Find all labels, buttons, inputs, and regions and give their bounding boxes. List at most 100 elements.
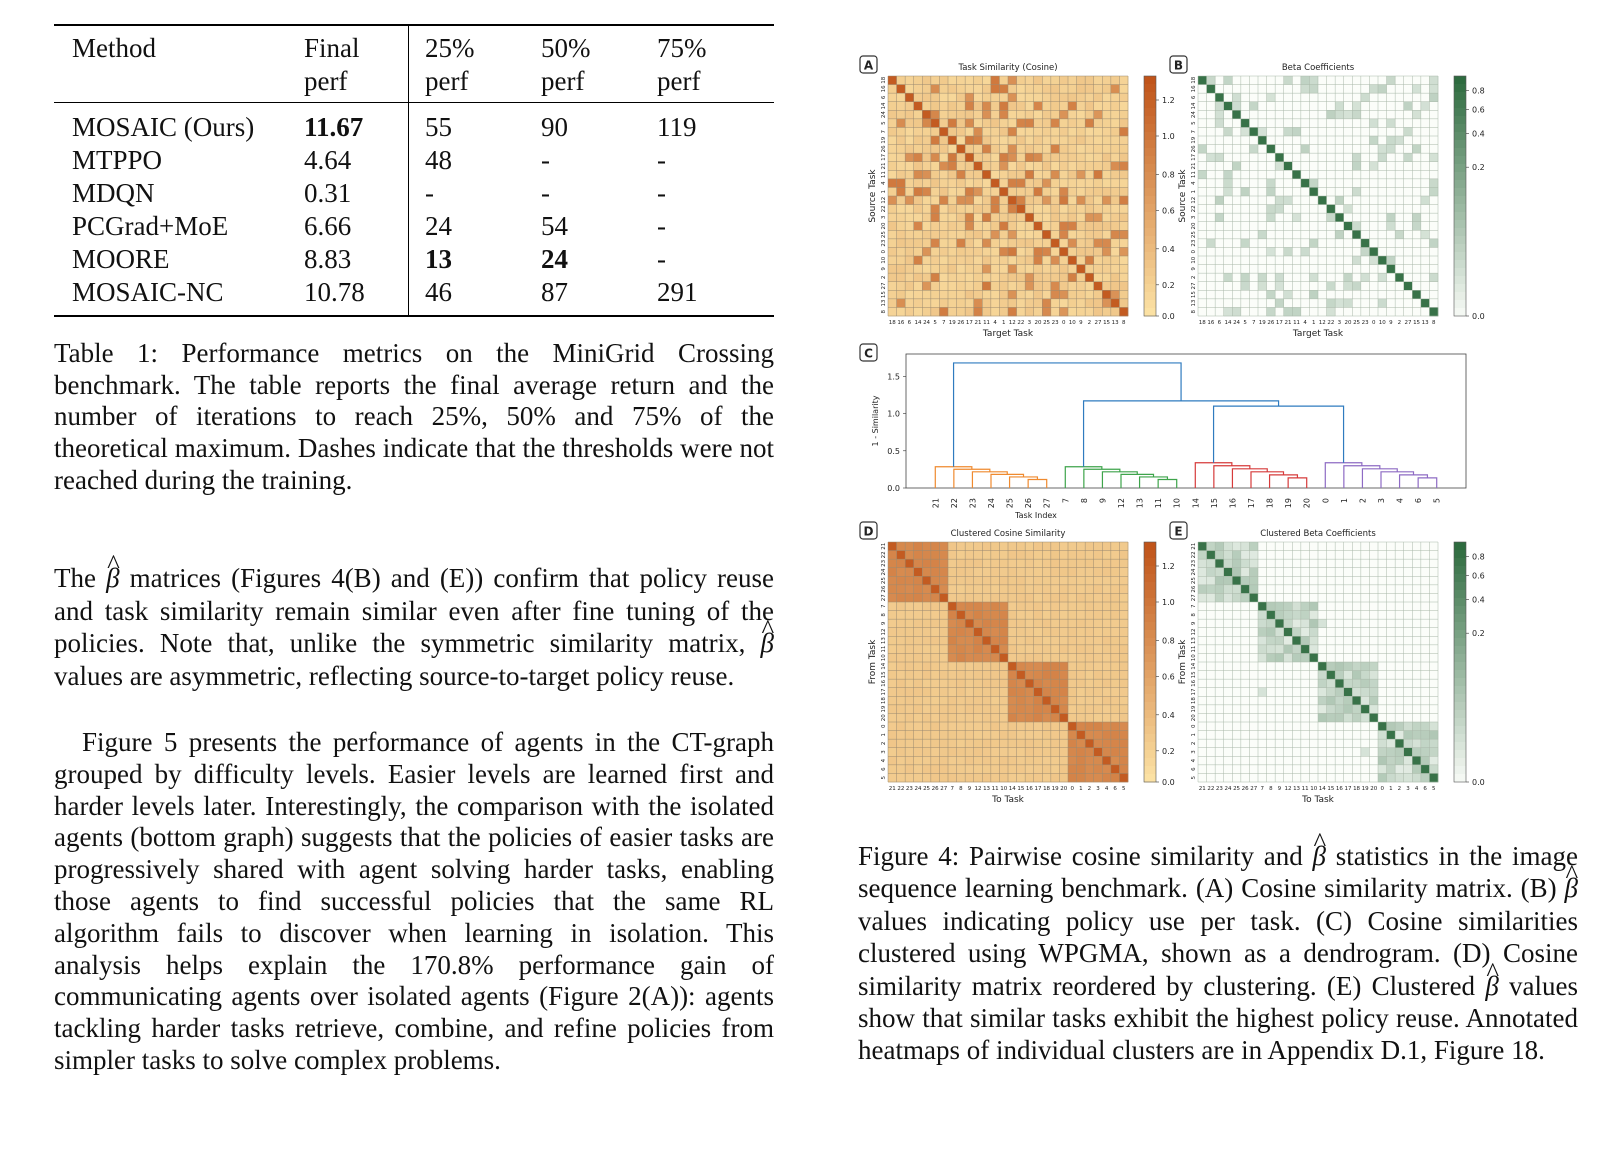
heatmap-cell bbox=[1352, 238, 1362, 248]
y-tick-label: 1.5 bbox=[887, 372, 900, 381]
y-tick-label: 2 bbox=[881, 742, 887, 746]
heatmap-cell bbox=[913, 196, 923, 205]
heatmap-cell bbox=[1309, 567, 1319, 577]
heatmap-cell bbox=[888, 550, 897, 560]
heatmap-cell bbox=[1412, 264, 1422, 274]
heatmap-cell bbox=[930, 118, 940, 128]
heatmap-cell bbox=[1412, 593, 1422, 603]
heatmap-cell bbox=[1266, 567, 1276, 577]
heatmap-cell bbox=[1429, 196, 1439, 205]
x-tick-label: 15 bbox=[1017, 786, 1024, 792]
heatmap-cell bbox=[973, 127, 983, 137]
heatmap-cell bbox=[1085, 221, 1095, 231]
y-tick-label: 24 bbox=[1191, 111, 1197, 118]
heatmap-cell bbox=[1266, 602, 1276, 611]
heatmap-cell bbox=[1085, 713, 1095, 723]
heatmap-cell bbox=[1232, 627, 1242, 637]
heatmap-cell bbox=[1275, 584, 1285, 594]
colorbar-segment bbox=[1144, 92, 1156, 101]
heatmap-cell bbox=[1025, 76, 1035, 85]
heatmap-cell bbox=[1050, 281, 1060, 291]
heatmap-cell bbox=[1403, 567, 1413, 577]
heatmap-cell bbox=[1240, 264, 1250, 274]
heatmap-cell bbox=[1093, 722, 1103, 731]
heatmap-cell bbox=[939, 764, 949, 774]
heatmap-cell bbox=[913, 84, 923, 94]
colorbar-tick-label: 0.4 bbox=[1472, 130, 1485, 139]
heatmap-cell bbox=[1283, 247, 1293, 257]
heatmap-cell bbox=[999, 238, 1009, 248]
heatmap-cell bbox=[888, 739, 897, 749]
heatmap-cell bbox=[1016, 542, 1026, 551]
heatmap-cell bbox=[1033, 679, 1043, 689]
heatmap-cell bbox=[1042, 76, 1052, 85]
heatmap-cell bbox=[965, 144, 975, 154]
heatmap-cell bbox=[913, 101, 923, 111]
heatmap-cell bbox=[1318, 84, 1327, 94]
heatmap-cell bbox=[1215, 696, 1225, 706]
heatmap-cell bbox=[1300, 550, 1310, 560]
heatmap-cell bbox=[1429, 298, 1439, 308]
heatmap-cell bbox=[913, 593, 923, 603]
heatmap-cell bbox=[1378, 101, 1387, 111]
heatmap-cell bbox=[1240, 550, 1250, 560]
heatmap-cell bbox=[1326, 204, 1336, 214]
table-cell: 4.64 bbox=[304, 144, 409, 177]
heatmap-cell bbox=[1240, 93, 1250, 103]
paragraph-figure5: Figure 5 presents the performance of age… bbox=[54, 727, 774, 1075]
x-tick-label: 0 bbox=[1071, 786, 1075, 792]
heatmap-cell bbox=[922, 93, 932, 103]
heatmap-cell bbox=[1395, 161, 1405, 171]
colorbar-segment bbox=[1144, 638, 1156, 647]
heatmap-cell bbox=[1033, 619, 1043, 629]
heatmap-cell bbox=[1360, 281, 1370, 291]
heatmap-cell bbox=[965, 576, 975, 586]
heatmap-cell bbox=[1318, 584, 1327, 594]
x-tick-label: 10 bbox=[1379, 320, 1386, 326]
y-tick-label: 14 bbox=[1191, 102, 1197, 109]
heatmap-cell bbox=[1378, 619, 1387, 629]
heatmap-cell bbox=[982, 264, 992, 274]
heatmap-cell bbox=[888, 627, 897, 637]
heatmap-cell bbox=[1352, 118, 1362, 128]
heatmap-cell bbox=[888, 298, 897, 308]
heatmap-cell bbox=[1093, 101, 1103, 111]
heatmap-cell bbox=[1008, 756, 1017, 766]
heatmap-cell bbox=[888, 187, 897, 197]
heatmap-cell bbox=[1240, 764, 1250, 774]
heatmap-cell bbox=[1335, 110, 1345, 120]
heatmap-cell bbox=[990, 644, 1000, 654]
heatmap-cell bbox=[1215, 204, 1225, 214]
colorbar-segment bbox=[1454, 156, 1466, 165]
x-tick-label: 0 bbox=[1372, 320, 1376, 326]
heatmap-cell bbox=[990, 602, 1000, 611]
heatmap-cell bbox=[1050, 247, 1060, 257]
heatmap-cell bbox=[1420, 187, 1430, 197]
heatmap-cell bbox=[1258, 256, 1267, 265]
heatmap-cell bbox=[1369, 636, 1379, 646]
heatmap-cell bbox=[1008, 127, 1017, 137]
heatmap-cell bbox=[939, 93, 949, 103]
heatmap-cell bbox=[896, 704, 906, 714]
heatmap-cell bbox=[1059, 290, 1069, 300]
heatmap-cell bbox=[1008, 196, 1017, 205]
heatmap-cell bbox=[1360, 593, 1370, 603]
heatmap-cell bbox=[1283, 764, 1293, 774]
heatmap-cell bbox=[1386, 230, 1396, 240]
heatmap-cell bbox=[1085, 704, 1095, 714]
heatmap-cell bbox=[922, 704, 932, 714]
heatmap-cell bbox=[1326, 290, 1336, 300]
heatmap-cell bbox=[1318, 644, 1327, 654]
x-tick-label: 9 bbox=[1079, 320, 1083, 326]
heatmap-cell bbox=[913, 93, 923, 103]
heatmap-cell bbox=[965, 619, 975, 629]
heatmap-cell bbox=[965, 559, 975, 569]
heatmap-cell bbox=[1050, 153, 1060, 163]
table-cell: 13 bbox=[425, 244, 452, 274]
heatmap-cell bbox=[922, 747, 932, 757]
table-row: MOORE 8.83 13 24- bbox=[54, 243, 774, 276]
heatmap-cell bbox=[990, 542, 1000, 551]
heatmap-cell bbox=[1429, 170, 1439, 180]
heatmap-cell bbox=[1378, 238, 1387, 248]
heatmap-cell bbox=[1119, 281, 1129, 291]
